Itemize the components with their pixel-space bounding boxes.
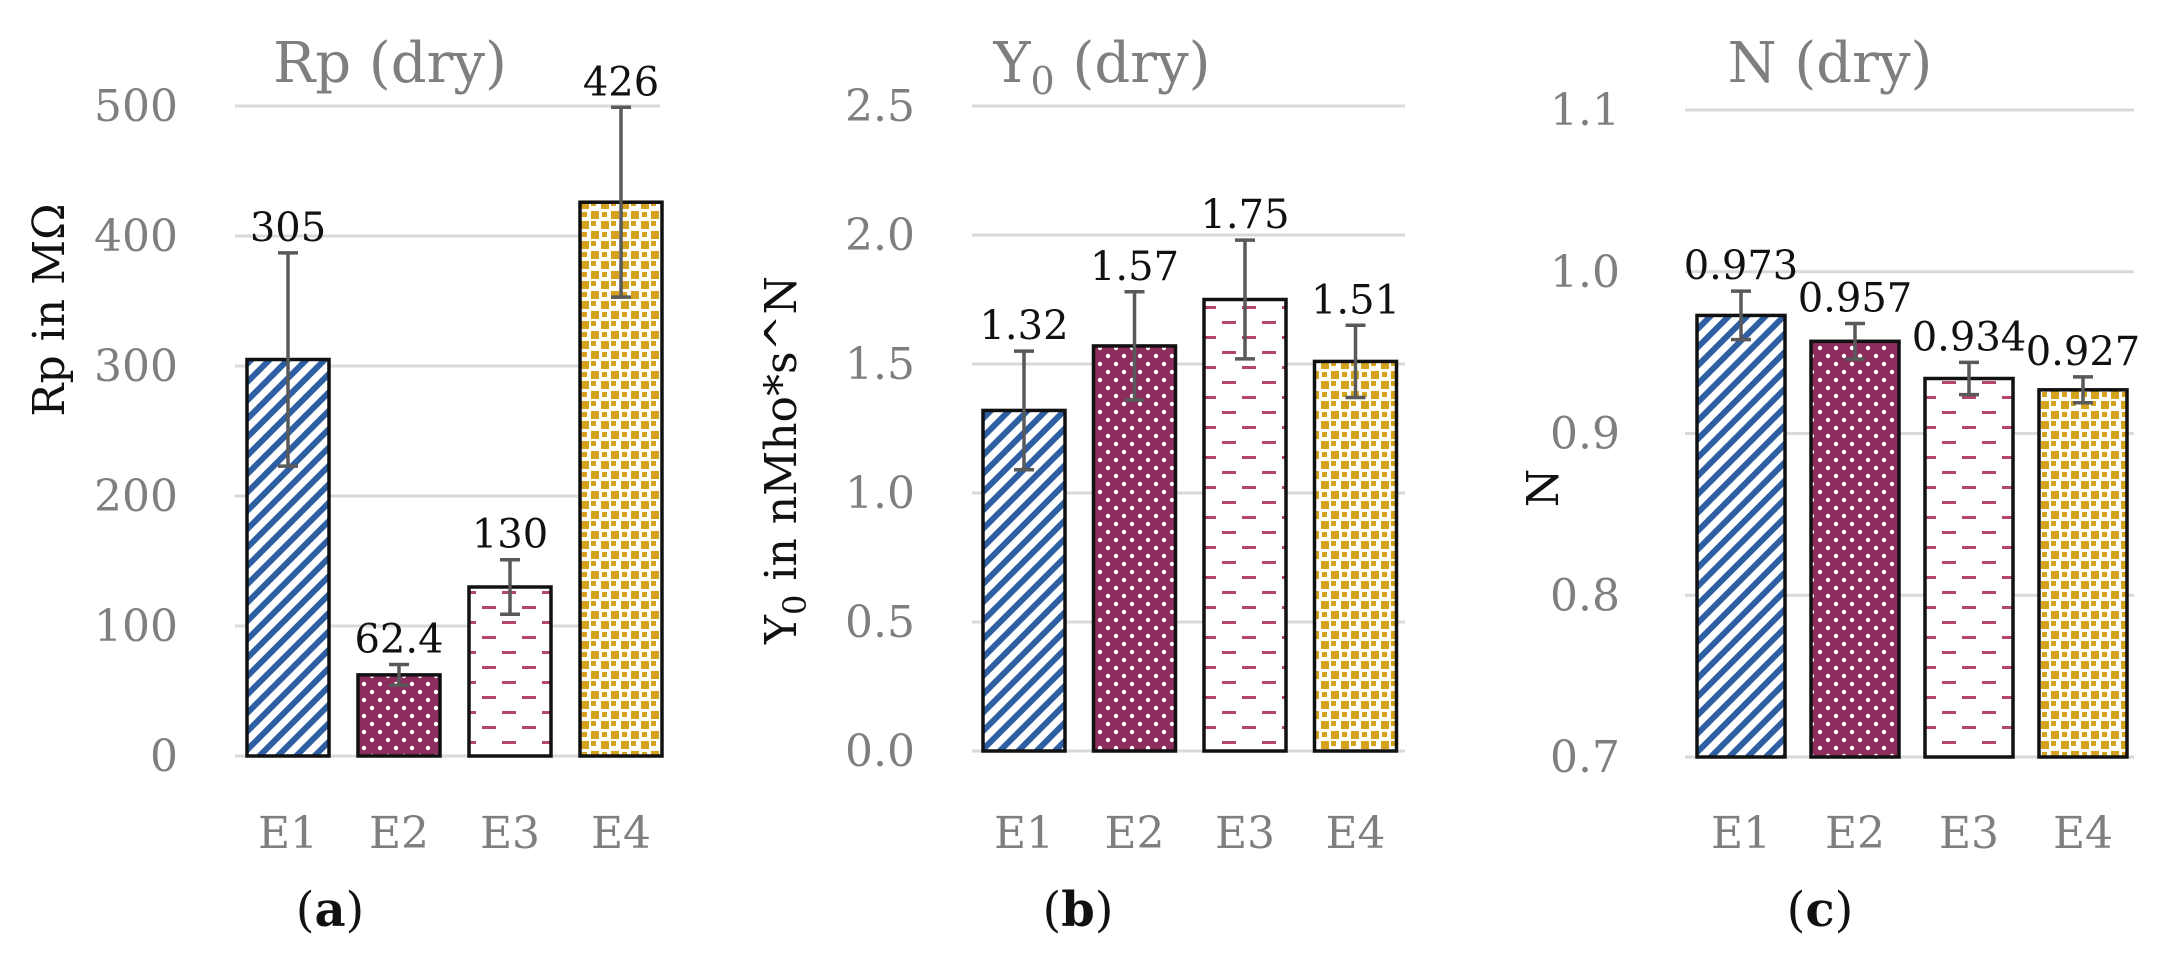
x-tick-label: E2: [1825, 808, 1885, 859]
x-tick-label: E2: [1104, 808, 1164, 859]
y-tick-label: 1.0: [845, 468, 915, 519]
error-bar: [500, 557, 520, 617]
bar-e4: [2037, 388, 2129, 759]
data-label: 0.927: [2026, 329, 2141, 375]
bar-e2: [1809, 339, 1901, 759]
error-bar: [1235, 238, 1255, 361]
bar-e3: [1923, 376, 2015, 759]
y-tick-label: 100: [94, 601, 178, 652]
x-tick-label: E1: [258, 808, 318, 859]
y-tick-label: 500: [94, 81, 178, 132]
x-tick-label: E4: [2053, 808, 2113, 859]
data-label: 0.934: [1912, 314, 2027, 360]
error-bar: [2073, 375, 2093, 405]
data-label: 0.973: [1684, 243, 1799, 289]
y-tick-label: 1.0: [1550, 247, 1620, 298]
panel-label: (a): [296, 882, 365, 938]
y-tick-label: 400: [94, 211, 178, 262]
data-label: 305: [250, 205, 326, 251]
error-bar: [1731, 289, 1751, 342]
y-tick-label: 1.1: [1550, 85, 1620, 136]
chart-n: N (dry) N 0.7 0.8 0.9 1.0 1.1 0.973 E1 0.957 E2 0…: [1518, 31, 2140, 938]
data-label: 1.57: [1090, 244, 1179, 290]
x-tick-label: E1: [994, 808, 1054, 859]
error-bar: [1014, 349, 1034, 472]
y-axis-label: Rp in MΩ: [24, 203, 75, 416]
bar-e2: [356, 673, 442, 758]
bar-e1: [1695, 313, 1787, 759]
data-label: 1.51: [1311, 277, 1400, 323]
y-tick-label: 1.5: [845, 339, 915, 390]
y-tick-label: 2.5: [845, 81, 915, 132]
bar-e3: [1202, 297, 1288, 753]
error-bar: [278, 251, 298, 468]
x-tick-label: E3: [1939, 808, 1999, 859]
y-tick-label: 0.0: [845, 726, 915, 777]
data-label: 426: [583, 59, 659, 105]
x-tick-label: E2: [369, 808, 429, 859]
error-bar: [1124, 290, 1145, 402]
y-tick-label: 200: [94, 471, 178, 522]
y-axis-label: N: [1518, 469, 1569, 508]
error-bar: [1845, 321, 1865, 361]
y-tick-label: 0.9: [1550, 409, 1620, 460]
bar-e2: [1091, 344, 1178, 753]
data-label: 0.957: [1798, 276, 1913, 322]
y-tick-label: 0: [150, 731, 178, 782]
error-bar: [611, 105, 631, 299]
y-axis-label: Y0 in nMho*s^N: [756, 276, 814, 645]
panel-label: (b): [1042, 882, 1113, 938]
x-tick-label: E3: [1215, 808, 1275, 859]
chart-y0: Y0 (dry) Y0 in nMho*s^N 0.0 0.5 1.0 1.5 2.0 2…: [756, 31, 1405, 938]
chart-title: Y0 (dry): [993, 31, 1211, 103]
chart-rp: Rp (dry) Rp in MΩ 0 100 200 300 400 500 305 E1 6…: [24, 31, 664, 938]
error-bar: [389, 662, 409, 688]
x-tick-label: E3: [480, 808, 540, 859]
y-tick-label: 0.7: [1550, 732, 1620, 783]
y-tick-label: 300: [94, 341, 178, 392]
chart-title: Rp (dry): [273, 31, 507, 96]
panel-label: (c): [1787, 882, 1854, 938]
y-tick-label: 2.0: [845, 210, 915, 261]
data-label: 1.75: [1200, 192, 1289, 238]
x-tick-label: E4: [591, 808, 651, 859]
data-label: 62.4: [354, 616, 443, 662]
y-tick-label: 0.8: [1550, 570, 1620, 621]
data-label: 130: [472, 512, 548, 558]
x-tick-label: E4: [1325, 808, 1385, 859]
chart-title: N (dry): [1728, 31, 1933, 96]
y-tick-label: 0.5: [845, 597, 915, 648]
error-bar: [1959, 360, 1979, 397]
x-tick-label: E1: [1711, 808, 1771, 859]
data-label: 1.32: [979, 303, 1068, 349]
error-bar: [1345, 323, 1366, 400]
bar-e4: [1312, 359, 1399, 753]
